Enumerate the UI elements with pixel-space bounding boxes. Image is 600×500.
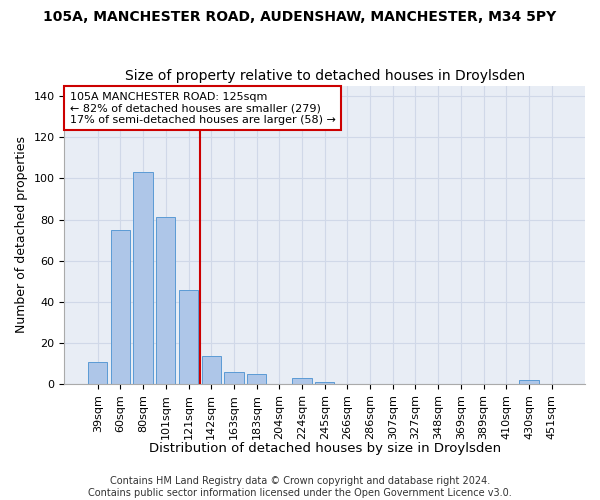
Bar [88, 362, 107, 384]
Bar [520, 380, 539, 384]
Bar [292, 378, 311, 384]
Bar [247, 374, 266, 384]
Title: Size of property relative to detached houses in Droylsden: Size of property relative to detached ho… [125, 69, 525, 83]
X-axis label: Distribution of detached houses by size in Droylsden: Distribution of detached houses by size … [149, 442, 501, 455]
Y-axis label: Number of detached properties: Number of detached properties [15, 136, 28, 334]
Bar [111, 230, 130, 384]
Text: 105A MANCHESTER ROAD: 125sqm
← 82% of detached houses are smaller (279)
17% of s: 105A MANCHESTER ROAD: 125sqm ← 82% of de… [70, 92, 335, 124]
Text: 105A, MANCHESTER ROAD, AUDENSHAW, MANCHESTER, M34 5PY: 105A, MANCHESTER ROAD, AUDENSHAW, MANCHE… [43, 10, 557, 24]
Bar [133, 172, 153, 384]
Bar [156, 218, 175, 384]
Bar [179, 290, 198, 384]
Bar [202, 356, 221, 384]
Bar [315, 382, 334, 384]
Text: Contains HM Land Registry data © Crown copyright and database right 2024.
Contai: Contains HM Land Registry data © Crown c… [88, 476, 512, 498]
Bar [224, 372, 244, 384]
